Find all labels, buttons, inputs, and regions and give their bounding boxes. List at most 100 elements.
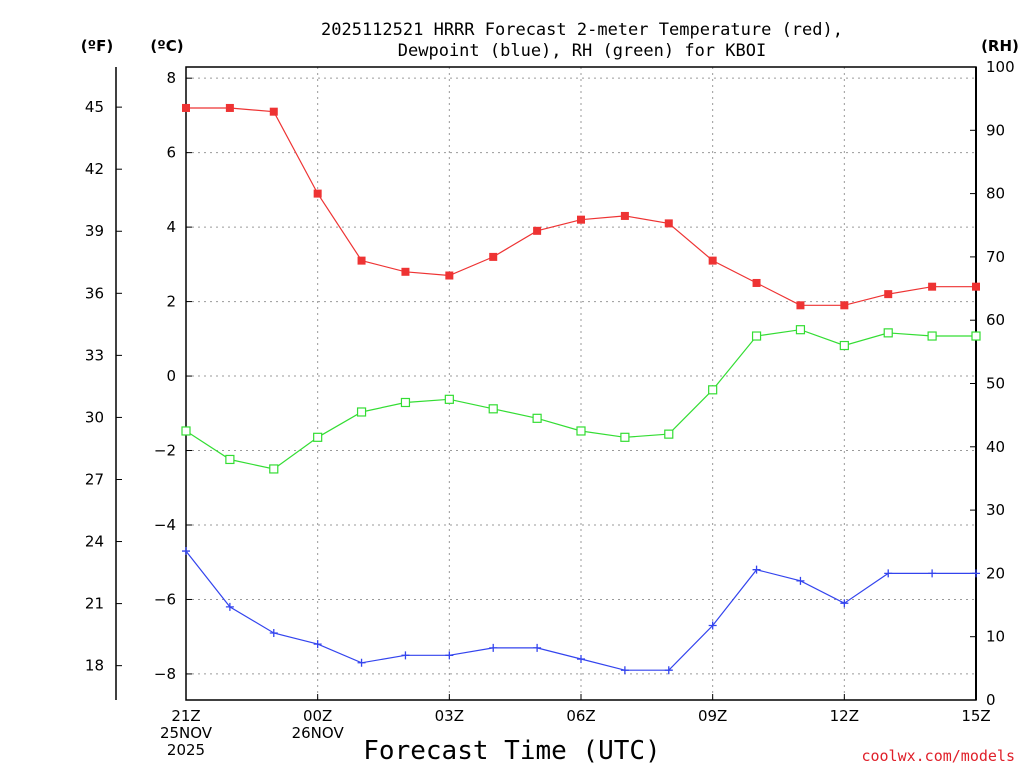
fahrenheit-axis-unit: (ºF) [81, 37, 113, 55]
2-meter-temperature-point [313, 189, 322, 198]
x-tick-label: 25NOV [160, 724, 213, 742]
rh-tick-label: 100 [986, 58, 1015, 76]
rh-axis-unit: (RH) [981, 37, 1019, 55]
dewpoint-point [884, 569, 893, 578]
rh-point [576, 426, 586, 436]
dewpoint-point [708, 621, 717, 630]
axes [115, 66, 977, 701]
2-meter-temperature-point [752, 278, 761, 287]
rh-tick-label: 0 [986, 691, 996, 709]
x-tick-label: 2025 [167, 741, 205, 759]
dewpoint-point [182, 547, 190, 556]
chart-title-line1: 2025112521 HRRR Forecast 2-meter Tempera… [321, 20, 843, 40]
celsius-tick-label: −2 [154, 442, 176, 460]
celsius-tick-label: −8 [154, 665, 176, 683]
celsius-tick-label: −6 [154, 590, 176, 608]
celsius-tick-label: 2 [166, 293, 176, 311]
fahrenheit-tick-label: 27 [85, 470, 104, 488]
dewpoint-line [185, 550, 976, 671]
dewpoint-point [752, 565, 761, 574]
celsius-tick-label: 4 [166, 218, 176, 236]
grid-lines [186, 67, 976, 700]
2-meter-temperature-point [708, 256, 717, 265]
rh-tick-label: 80 [986, 185, 1005, 203]
2-meter-temperature-point [225, 103, 234, 112]
rh-point [356, 407, 367, 417]
rh-tick-label: 60 [986, 311, 1005, 329]
fahrenheit-tick-label: 39 [85, 222, 104, 240]
rh-point [400, 397, 411, 408]
celsius-tick-label: 8 [166, 69, 176, 87]
rh-tick-label: 50 [986, 375, 1005, 393]
fahrenheit-tick-label: 21 [85, 595, 104, 613]
watermark: coolwx.com/models [861, 747, 1015, 765]
fahrenheit-tick-label: 42 [85, 160, 104, 178]
dewpoint-point [840, 599, 849, 608]
rh-point [883, 328, 893, 338]
rh-point [488, 404, 498, 414]
rh-point [225, 454, 235, 465]
dewpoint-point [664, 666, 673, 675]
rh-tick-label: 30 [986, 501, 1005, 519]
fahrenheit-tick-label: 36 [85, 284, 104, 302]
2-meter-temperature-point [664, 219, 673, 228]
2-meter-temperature-point [182, 103, 190, 112]
celsius-axis-unit: (ºC) [150, 37, 183, 55]
2-meter-temperature-point [357, 256, 366, 265]
2-meter-temperature-point [796, 301, 805, 310]
2-meter-temperature-point [884, 290, 893, 299]
x-tick-label: 03Z [435, 707, 464, 725]
fahrenheit-tick-label: 30 [85, 408, 104, 426]
rh-point [269, 464, 279, 474]
dewpoint-point [796, 576, 805, 585]
fahrenheit-tick-label: 24 [85, 533, 104, 551]
dewpoint-point [620, 666, 629, 675]
rh-tick-label: 10 [986, 628, 1005, 646]
dewpoint-point [972, 569, 980, 578]
rh-tick-label: 70 [986, 248, 1005, 266]
x-axis-label: Forecast Time (UTC) [363, 736, 660, 766]
fahrenheit-tick-label: 33 [85, 346, 104, 364]
x-tick-label: 15Z [961, 707, 990, 725]
2-meter-temperature-point [533, 226, 542, 235]
celsius-tick-label: −4 [154, 516, 176, 534]
rh-point [181, 426, 191, 436]
2-meter-temperature-point [489, 252, 498, 261]
rh-point [313, 432, 323, 442]
rh-point [751, 331, 762, 341]
dewpoint-point [489, 643, 498, 652]
dewpoint-point [313, 640, 322, 649]
x-tick-label: 12Z [830, 707, 859, 725]
dewpoint-point [533, 643, 542, 652]
plot-frame [185, 66, 977, 701]
celsius-tick-label: 0 [166, 367, 176, 385]
rh-point [664, 429, 674, 439]
tick-labels: 86420−2−4−6−8454239363330272421181009080… [85, 58, 1015, 759]
rh-point [708, 385, 718, 395]
rh-point [839, 340, 849, 351]
rh-point [927, 331, 937, 341]
rh-point [532, 413, 542, 423]
x-tick-label: 00Z [303, 707, 332, 725]
2-meter-temperature-point [972, 282, 980, 291]
dewpoint-point [357, 658, 366, 667]
chart-title-line2: Dewpoint (blue), RH (green) for KBOI [398, 41, 766, 61]
2-meter-temperature-point [620, 211, 629, 220]
rh-tick-label: 40 [986, 438, 1005, 456]
celsius-tick-label: 6 [166, 144, 176, 162]
fahrenheit-tick-label: 45 [85, 98, 104, 116]
x-tick-label: 21Z [171, 707, 200, 725]
2-meter-temperature-point [269, 107, 278, 116]
2-meter-temperature-point [445, 271, 454, 280]
2-meter-temperature-point [928, 282, 937, 291]
fahrenheit-tick-label: 18 [85, 657, 104, 675]
dewpoint-point [445, 651, 454, 660]
x-tick-label: 26NOV [292, 724, 345, 742]
2-meter-temperature-point [577, 215, 585, 224]
rh-point [795, 325, 806, 335]
dewpoint-point [269, 628, 278, 637]
dewpoint-point [928, 569, 937, 578]
rh-point [971, 331, 981, 341]
x-tick-label: 06Z [566, 707, 595, 725]
